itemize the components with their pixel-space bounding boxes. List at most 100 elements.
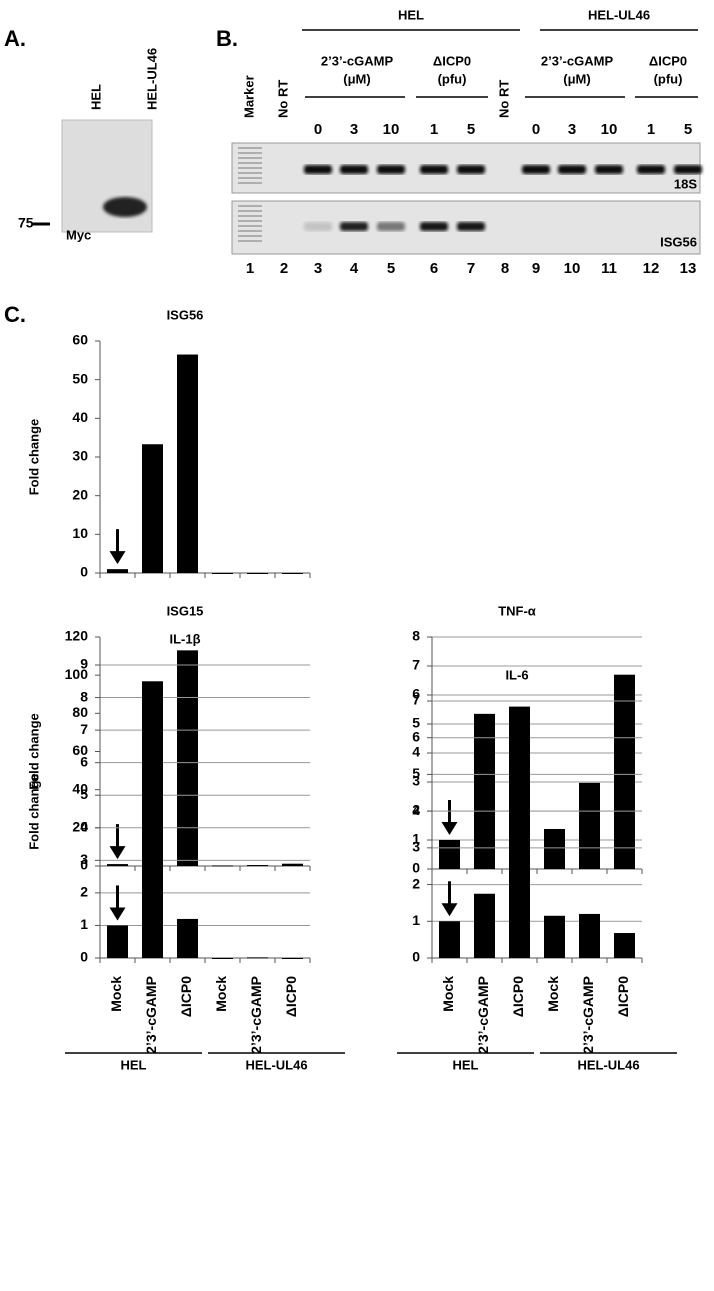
x-tick-label: ΔICP0 — [615, 976, 631, 1017]
y-tick-label: 3 — [412, 773, 420, 789]
group-label: HEL-UL46 — [588, 7, 650, 22]
treatment-unit: (μM) — [563, 71, 590, 86]
lane-number: 9 — [532, 260, 540, 277]
lane-number: 8 — [501, 260, 509, 277]
y-tick-label: 4 — [412, 744, 420, 760]
group-label: HEL — [398, 7, 424, 22]
dose-label: 0 — [532, 121, 540, 138]
lane-number: 2 — [280, 260, 288, 277]
dose-label: 3 — [350, 121, 358, 138]
lane-number: 6 — [430, 260, 438, 277]
chart-title: IL-1β — [169, 631, 200, 646]
y-tick-label: 0 — [80, 564, 88, 580]
y-tick-label: 9 — [80, 656, 88, 672]
y-tick-label: 20 — [72, 819, 88, 835]
gel-band — [340, 222, 368, 231]
x-tick-label: 2’3’-cGAMP — [248, 976, 264, 1054]
y-tick-label: 5 — [412, 765, 420, 781]
gel-band — [420, 222, 448, 231]
lane-number: 1 — [246, 260, 254, 277]
y-tick-label: 8 — [412, 628, 420, 644]
x-tick-label: Mock — [213, 976, 229, 1012]
x-tick-label: 2’3’-cGAMP — [580, 976, 596, 1054]
treatment-unit: (μM) — [343, 71, 370, 86]
lane-label: HEL-UL46 — [144, 48, 159, 110]
treatment-label: 2’3’-cGAMP — [321, 53, 394, 68]
arrow-head — [109, 907, 126, 921]
gel-band — [340, 165, 368, 174]
y-tick-label: 0 — [412, 949, 420, 965]
arrow-head — [441, 903, 458, 917]
y-tick-label: 1 — [412, 831, 420, 847]
panel-label: C. — [4, 302, 26, 327]
chart-title: ISG56 — [167, 307, 204, 322]
gel-band — [304, 222, 332, 231]
y-tick-label: 6 — [412, 728, 420, 744]
lane-number: 11 — [601, 260, 617, 277]
chart-title: TNF-α — [498, 603, 536, 618]
bar — [142, 681, 163, 958]
x-tick-label: 2’3’-cGAMP — [143, 976, 159, 1054]
treatment-unit: (pfu) — [438, 71, 467, 86]
lane-number: 12 — [643, 260, 660, 277]
x-tick-label: 2’3’-cGAMP — [475, 976, 491, 1054]
y-tick-label: 6 — [80, 753, 88, 769]
dose-label: 10 — [601, 121, 618, 138]
y-tick-label: 4 — [80, 818, 88, 834]
y-tick-label: 30 — [72, 448, 88, 464]
y-tick-label: 2 — [412, 875, 420, 891]
group-label: HEL-UL46 — [245, 1057, 307, 1072]
y-tick-label: 3 — [412, 839, 420, 855]
bar — [107, 864, 128, 866]
lane-number: 5 — [387, 260, 395, 277]
dose-label: 1 — [647, 121, 655, 138]
x-tick-label: Mock — [440, 976, 456, 1012]
y-tick-label: 10 — [72, 525, 88, 541]
y-tick-label: 60 — [72, 742, 88, 758]
lane-header: Marker — [241, 75, 256, 118]
dose-label: 10 — [383, 121, 400, 138]
bar — [177, 354, 198, 573]
bar — [614, 933, 635, 958]
gel-band — [377, 165, 405, 174]
gel-label: 18S — [674, 176, 697, 191]
y-tick-label: 7 — [80, 721, 88, 737]
x-tick-label: ΔICP0 — [510, 976, 526, 1017]
dose-label: 5 — [467, 121, 475, 138]
chart-title: IL-6 — [505, 667, 528, 682]
group-label: HEL-UL46 — [577, 1057, 639, 1072]
lane-number: 4 — [350, 260, 359, 277]
bar — [474, 893, 495, 958]
y-tick-label: 2 — [412, 802, 420, 818]
y-axis-label: Fold change — [26, 713, 41, 790]
y-tick-label: 0 — [80, 949, 88, 965]
band-label: Myc — [66, 227, 91, 242]
y-tick-label: 100 — [65, 666, 89, 682]
x-tick-label: Mock — [108, 976, 124, 1012]
bar — [177, 650, 198, 866]
bar — [439, 921, 460, 958]
bar — [107, 569, 128, 573]
panel-label: A. — [4, 26, 26, 51]
gel-band — [674, 165, 702, 174]
gel-band — [522, 165, 550, 174]
lane-number: 7 — [467, 260, 475, 277]
y-tick-label: 7 — [412, 657, 420, 673]
arrow-head — [109, 846, 126, 860]
y-tick-label: 0 — [80, 857, 88, 873]
gel-band — [637, 165, 665, 174]
lane-header: No RT — [496, 80, 511, 118]
lane-label: HEL — [88, 84, 103, 110]
gel-band — [457, 222, 485, 231]
panel-label: B. — [216, 26, 238, 51]
bar — [107, 925, 128, 958]
y-tick-label: 1 — [80, 916, 88, 932]
y-axis-label: Fold change — [26, 419, 41, 496]
bar — [614, 674, 635, 869]
blot-band — [103, 197, 147, 217]
bar — [247, 865, 268, 867]
y-tick-label: 50 — [72, 370, 88, 386]
lane-number: 13 — [680, 260, 697, 277]
y-tick-label: 2 — [80, 884, 88, 900]
gel-label: ISG56 — [660, 234, 697, 249]
